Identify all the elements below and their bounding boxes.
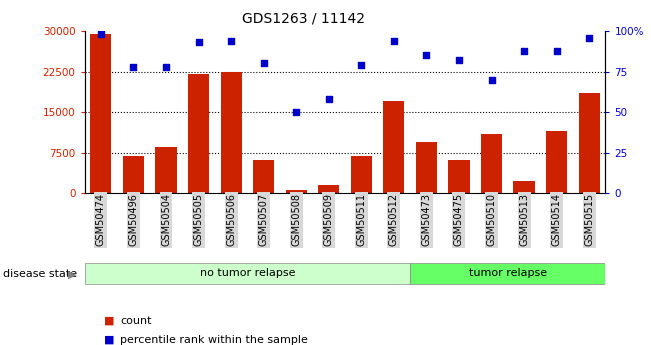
Text: tumor relapse: tumor relapse [469, 268, 547, 278]
Point [356, 62, 367, 68]
Text: ▶: ▶ [68, 269, 77, 279]
Text: disease state: disease state [3, 269, 77, 279]
Text: GSM50514: GSM50514 [551, 193, 562, 246]
Text: GSM50505: GSM50505 [193, 193, 204, 246]
Title: GDS1263 / 11142: GDS1263 / 11142 [242, 11, 365, 25]
Text: GSM50496: GSM50496 [128, 193, 139, 246]
Text: GSM50504: GSM50504 [161, 193, 171, 246]
Point [454, 58, 464, 63]
Text: no tumor relapse: no tumor relapse [200, 268, 295, 278]
Point [389, 38, 399, 43]
Text: GSM50474: GSM50474 [96, 193, 106, 246]
Point [324, 96, 334, 102]
Text: GSM50475: GSM50475 [454, 193, 464, 246]
Text: GSM50508: GSM50508 [291, 193, 301, 246]
Bar [351, 156, 372, 193]
Point [96, 31, 106, 37]
Point [291, 109, 301, 115]
Point [226, 38, 236, 43]
Text: GSM50512: GSM50512 [389, 193, 399, 246]
Point [584, 35, 594, 40]
Text: count: count [120, 316, 152, 326]
Bar [286, 190, 307, 193]
Bar [156, 147, 176, 193]
Bar [383, 101, 404, 193]
Bar [123, 156, 144, 193]
Point [421, 52, 432, 58]
Bar [449, 160, 469, 193]
Bar [416, 142, 437, 193]
Point [519, 48, 529, 53]
Bar [546, 131, 567, 193]
Text: percentile rank within the sample: percentile rank within the sample [120, 335, 309, 345]
Text: GSM50506: GSM50506 [226, 193, 236, 246]
Point [258, 61, 269, 66]
Text: GSM50509: GSM50509 [324, 193, 334, 246]
Point [161, 64, 171, 69]
Point [128, 64, 139, 69]
Text: ■: ■ [104, 316, 115, 326]
Text: GSM50473: GSM50473 [421, 193, 432, 246]
Point [486, 77, 497, 82]
FancyBboxPatch shape [85, 263, 410, 284]
Point [193, 40, 204, 45]
Bar [253, 160, 274, 193]
Bar [90, 34, 111, 193]
Bar [188, 74, 209, 193]
Text: GSM50510: GSM50510 [486, 193, 497, 246]
Bar [579, 93, 600, 193]
Text: ■: ■ [104, 335, 115, 345]
Text: GSM50515: GSM50515 [584, 193, 594, 246]
Bar [318, 185, 339, 193]
Text: GSM50507: GSM50507 [258, 193, 269, 246]
Bar [221, 71, 242, 193]
Text: GSM50511: GSM50511 [356, 193, 367, 246]
Point [551, 48, 562, 53]
Bar [514, 181, 534, 193]
FancyBboxPatch shape [410, 263, 605, 284]
Bar [481, 134, 502, 193]
Text: GSM50513: GSM50513 [519, 193, 529, 246]
